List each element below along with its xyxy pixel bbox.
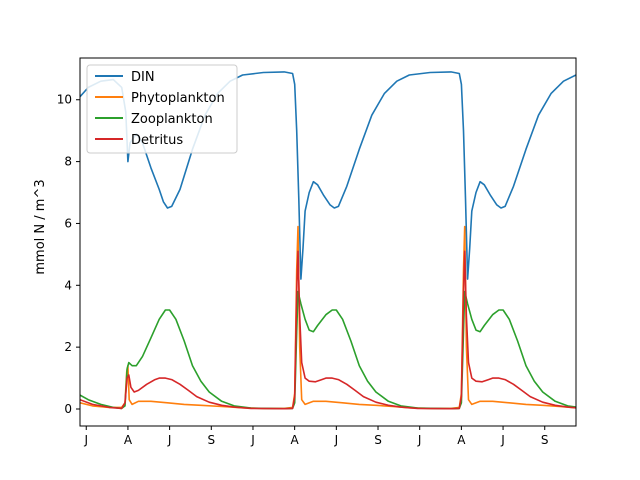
legend-label-detritus: Detritus	[131, 133, 183, 148]
x-tick-label: A	[291, 433, 300, 447]
legend: DIN Phytoplankton Zooplankton Detritus	[86, 64, 238, 154]
x-tick-label: J	[250, 433, 255, 447]
x-tick-label: A	[124, 433, 133, 447]
x-tick-label: S	[207, 433, 215, 447]
legend-label-zooplankton: Zooplankton	[131, 112, 213, 127]
axes: 0 2 4 6 8 10 J A J S J A J S J A J S	[57, 57, 577, 447]
y-tick-label: 8	[64, 155, 72, 169]
x-tick-label: J	[500, 433, 505, 447]
y-axis-label: mmol N / m^3	[33, 179, 48, 274]
plot-area	[80, 71, 576, 410]
x-tick-label: J	[334, 433, 339, 447]
series-line-zooplankton	[80, 290, 576, 410]
axes-frame	[79, 57, 577, 427]
series-line-din	[80, 71, 576, 280]
y-tick-label: 4	[64, 278, 72, 292]
y-tick-label: 2	[64, 340, 72, 354]
x-tick-label: S	[541, 433, 549, 447]
x-tick-label: J	[167, 433, 172, 447]
x-tick-label: S	[374, 433, 382, 447]
y-tick-label: 0	[64, 402, 72, 416]
series-line-detritus	[80, 250, 576, 410]
legend-label-din: DIN	[131, 70, 155, 85]
legend-label-phytoplankton: Phytoplankton	[131, 91, 225, 106]
series-line-phytoplankton	[80, 225, 576, 410]
legend-box	[86, 64, 238, 154]
x-tick-label: J	[417, 433, 422, 447]
x-tick-label: J	[83, 433, 88, 447]
y-tick-label: 6	[64, 216, 72, 230]
x-tick-label: A	[457, 433, 466, 447]
y-tick-label: 10	[57, 93, 72, 107]
